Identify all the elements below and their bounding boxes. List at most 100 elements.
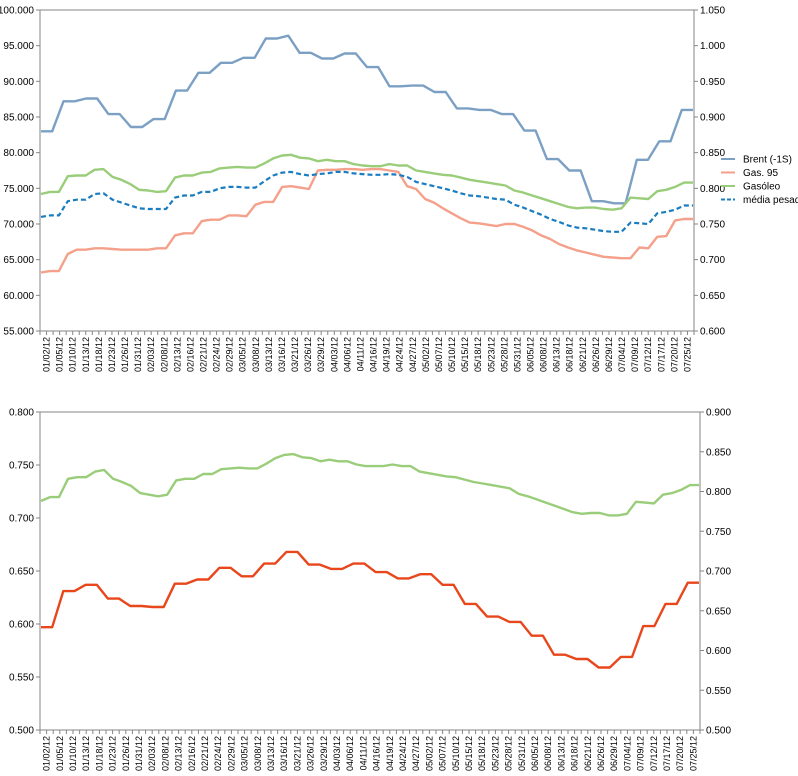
y-tick-label: 55.000 xyxy=(3,327,34,338)
x-tick-label: 06/05/12 xyxy=(530,736,540,771)
x-tick-label: 03/08/12 xyxy=(253,736,263,771)
y-tick-label: 60.000 xyxy=(3,291,34,302)
chart-top: 55.000 60.000 65.000 70.000 75.000 80.000 85.0… xyxy=(0,6,798,373)
x-tick-label: 03/26/12 xyxy=(306,736,316,771)
y2-tick-label: 0.900 xyxy=(706,408,731,419)
x-tick-label: 05/23/12 xyxy=(490,736,500,771)
x-tick-label: 07/04/12 xyxy=(617,337,627,372)
x-tick-label: 01/26/12 xyxy=(120,337,130,372)
x-tick-label: 07/20/12 xyxy=(669,337,679,372)
x-tick-label: 02/16/12 xyxy=(187,736,197,771)
x-tick-label: 05/15/12 xyxy=(460,337,470,372)
x-tick-label: 06/18/12 xyxy=(565,337,575,372)
x-tick-label: 03/21/12 xyxy=(292,736,302,771)
x-tick-label: 06/18/12 xyxy=(570,736,580,771)
x-tick-label: 03/21/12 xyxy=(290,337,300,372)
x-tick-label: 04/16/12 xyxy=(369,337,379,372)
x-tick-label: 05/23/12 xyxy=(486,337,496,372)
y-tick-label: 75.000 xyxy=(3,184,34,195)
x-tick-label: 04/06/12 xyxy=(345,736,355,771)
x-tick-label: 07/04/12 xyxy=(622,736,632,771)
y2-tick-label: 0.600 xyxy=(706,646,731,657)
x-tick-label: 01/18/12 xyxy=(94,736,104,771)
x-tick-label: 05/28/12 xyxy=(504,736,514,771)
x-tick-label: 01/23/12 xyxy=(108,736,118,771)
x-tick-label: 05/07/12 xyxy=(434,337,444,372)
x-tick-label: 01/02/12 xyxy=(42,736,52,771)
chart-bottom: 0.500 0.550 0.600 0.650 0.700 0.750 0.800 0.500… xyxy=(9,408,731,772)
x-tick-label: 04/24/12 xyxy=(398,736,408,771)
y2-tick-label: 0.850 xyxy=(700,148,725,159)
x-tick-label: 05/28/12 xyxy=(499,337,509,372)
y2-tick-label: 0.850 xyxy=(706,447,731,458)
y-tick-label: 85.000 xyxy=(3,113,34,124)
x-tick-label: 05/10/12 xyxy=(451,736,461,771)
y2-tick-label: 0.750 xyxy=(700,220,725,231)
y-tick-label: 95.000 xyxy=(3,41,34,52)
y2-tick-label: 0.600 xyxy=(700,327,725,338)
y-tick-label: 70.000 xyxy=(3,220,34,231)
x-tick-label: 06/29/12 xyxy=(609,736,619,771)
x-tick-label: 03/16/12 xyxy=(277,337,287,372)
x-tick-label: 06/26/12 xyxy=(596,736,606,771)
x-tick-label: 06/29/12 xyxy=(604,337,614,372)
x-tick-label: 01/31/12 xyxy=(134,736,144,771)
x-tick-label: 06/05/12 xyxy=(526,337,536,372)
x-tick-label: 01/23/12 xyxy=(107,337,117,372)
x-tick-label: 05/18/12 xyxy=(473,337,483,372)
y2-tick-label: 0.700 xyxy=(700,255,725,266)
x-tick-label: 07/17/12 xyxy=(656,337,666,372)
x-tick-label: 05/10/12 xyxy=(447,337,457,372)
y-tick-label: 0.600 xyxy=(9,620,34,631)
x-tick-label: 05/02/12 xyxy=(421,337,431,372)
x-tick-label: 01/05/12 xyxy=(55,736,65,771)
x-tick-label: 04/27/12 xyxy=(411,736,421,771)
x-tick-label: 04/16/12 xyxy=(372,736,382,771)
y2-tick-label: 0.500 xyxy=(706,726,731,737)
x-tick-label: 02/29/12 xyxy=(225,337,235,372)
x-tick-label: 04/03/12 xyxy=(329,337,339,372)
x-tick-label: 06/21/12 xyxy=(578,337,588,372)
x-tick-label: 06/13/12 xyxy=(556,736,566,771)
x-tick-label: 07/20/12 xyxy=(675,736,685,771)
x-tick-label: 01/13/12 xyxy=(81,736,91,771)
x-tick-label: 06/08/12 xyxy=(543,736,553,771)
x-tick-label: 05/07/12 xyxy=(438,736,448,771)
series-line-gas-leo-2 xyxy=(40,153,693,211)
series-line-brent-1s-0 xyxy=(41,34,693,205)
x-tick-label: 07/12/12 xyxy=(649,736,659,771)
x-tick-label: 03/29/12 xyxy=(316,337,326,372)
x-tick-label: 04/06/12 xyxy=(342,337,352,372)
y2-tick-label: 0.650 xyxy=(706,606,731,617)
x-tick-label: 02/16/12 xyxy=(185,337,195,372)
x-tick-label: 06/08/12 xyxy=(539,337,549,372)
x-tick-label: 02/03/12 xyxy=(146,337,156,372)
x-tick-label: 04/27/12 xyxy=(408,337,418,372)
legend-label: Gasóleo xyxy=(743,182,781,193)
x-tick-label: 02/21/12 xyxy=(199,337,209,372)
x-tick-label: 01/02/12 xyxy=(42,337,52,372)
x-tick-label: 04/24/12 xyxy=(395,337,405,372)
x-tick-label: 01/10/12 xyxy=(68,736,78,771)
series-line-gas-95-1 xyxy=(40,167,693,274)
x-tick-label: 04/11/12 xyxy=(355,337,365,371)
y-tick-label: 0.750 xyxy=(9,461,34,472)
x-tick-label: 01/10/12 xyxy=(68,337,78,372)
y-tick-label: 65.000 xyxy=(3,255,34,266)
x-tick-label: 05/15/12 xyxy=(464,736,474,771)
x-tick-label: 03/29/12 xyxy=(319,736,329,771)
x-tick-label: 01/13/12 xyxy=(81,337,91,372)
y2-tick-label: 1.050 xyxy=(700,6,725,17)
x-tick-label: 03/08/12 xyxy=(251,337,261,372)
x-tick-label: 01/26/12 xyxy=(121,736,131,771)
x-tick-label: 04/19/12 xyxy=(382,337,392,372)
x-tick-label: 03/26/12 xyxy=(303,337,313,372)
x-tick-label: 02/13/12 xyxy=(172,337,182,372)
x-tick-label: 05/18/12 xyxy=(477,736,487,771)
x-tick-label: 01/31/12 xyxy=(133,337,143,372)
series-line-series-0 xyxy=(40,452,699,517)
x-tick-label: 04/03/12 xyxy=(332,736,342,771)
x-tick-label: 02/24/12 xyxy=(213,736,223,771)
x-tick-label: 07/25/12 xyxy=(682,337,692,372)
